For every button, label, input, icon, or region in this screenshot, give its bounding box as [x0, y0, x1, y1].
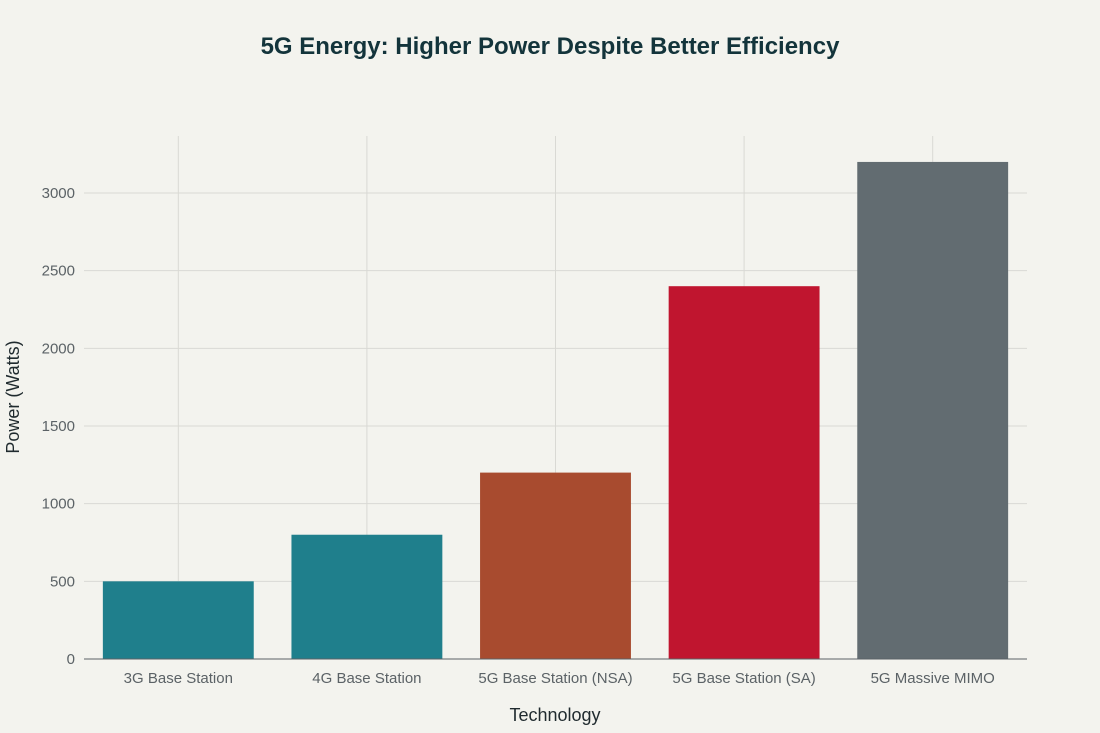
x-tick-label: 5G Base Station (NSA) [478, 670, 632, 687]
x-axis-title: Technology [509, 705, 600, 725]
bar [291, 534, 443, 659]
y-tick-label: 0 [67, 651, 75, 668]
bar [668, 286, 820, 659]
y-tick-label: 500 [50, 573, 75, 590]
y-tick-label: 2500 [42, 263, 75, 280]
x-tick-label: 5G Base Station (SA) [672, 670, 815, 687]
chart-title: 5G Energy: Higher Power Despite Better E… [261, 33, 840, 60]
bars [102, 161, 1009, 659]
y-tick-label: 1500 [42, 418, 75, 435]
x-tick-label: 3G Base Station [124, 670, 233, 687]
y-tick-label: 1000 [42, 496, 75, 513]
bar [480, 472, 631, 659]
tick-labels: 0 500 1000 1500 2000 2500 3000 3G Base Station 4… [42, 185, 995, 687]
y-tick-label: 3000 [42, 185, 75, 202]
x-tick-label: 5G Massive MIMO [871, 670, 995, 687]
y-tick-label: 2000 [42, 340, 75, 357]
bar [102, 581, 254, 659]
y-axis-title: Power (Watts) [3, 340, 23, 453]
bar [857, 161, 1009, 659]
x-tick-label: 4G Base Station [312, 670, 421, 687]
